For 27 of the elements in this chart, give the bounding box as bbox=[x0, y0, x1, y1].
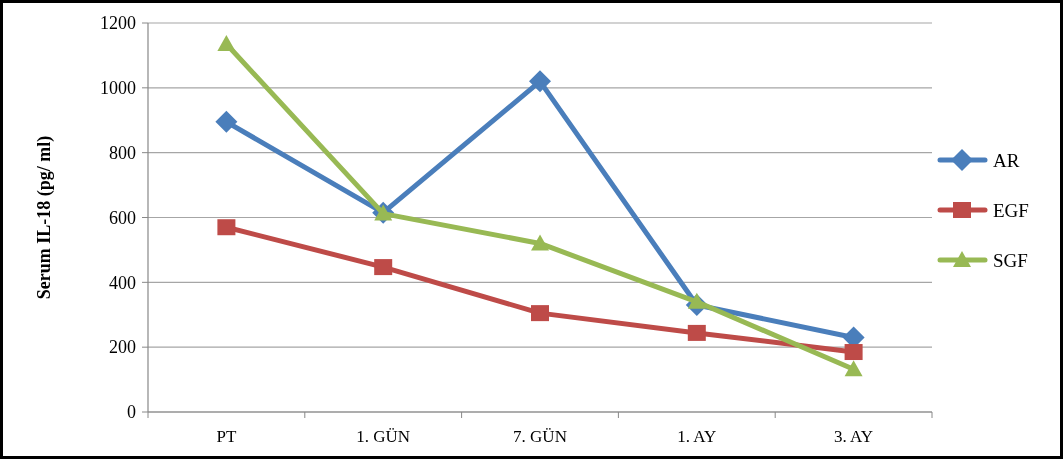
y-tick-label: 0 bbox=[127, 402, 136, 423]
y-tick-label: 400 bbox=[109, 272, 136, 293]
y-tick-label: 600 bbox=[109, 207, 136, 228]
point bbox=[217, 35, 236, 52]
point bbox=[529, 70, 551, 93]
point bbox=[215, 110, 238, 133]
y-tick-label: 1200 bbox=[100, 13, 136, 34]
x-tick-label: 7. GÜN bbox=[513, 427, 567, 446]
legend-label: SGF bbox=[993, 249, 1028, 271]
point bbox=[531, 234, 549, 251]
point bbox=[531, 305, 549, 322]
y-axis-title: Serum IL-18 (pg/ ml) bbox=[34, 135, 55, 300]
legend-label: AR bbox=[993, 149, 1020, 171]
x-tick-label: PT bbox=[216, 427, 237, 446]
point bbox=[687, 292, 706, 309]
x-tick-label: 1. GÜN bbox=[356, 427, 411, 446]
y-tick-label: 800 bbox=[109, 142, 136, 163]
point bbox=[217, 219, 236, 236]
y-tick-label: 1000 bbox=[100, 78, 136, 99]
point bbox=[844, 360, 863, 377]
y-tick-label: 200 bbox=[109, 337, 136, 358]
x-tick-label: 3. AY bbox=[834, 427, 874, 446]
point bbox=[844, 344, 863, 361]
point bbox=[374, 259, 393, 276]
point bbox=[687, 324, 706, 341]
legend-label: EGF bbox=[993, 199, 1029, 221]
x-tick-label: 1. AY bbox=[677, 427, 717, 446]
